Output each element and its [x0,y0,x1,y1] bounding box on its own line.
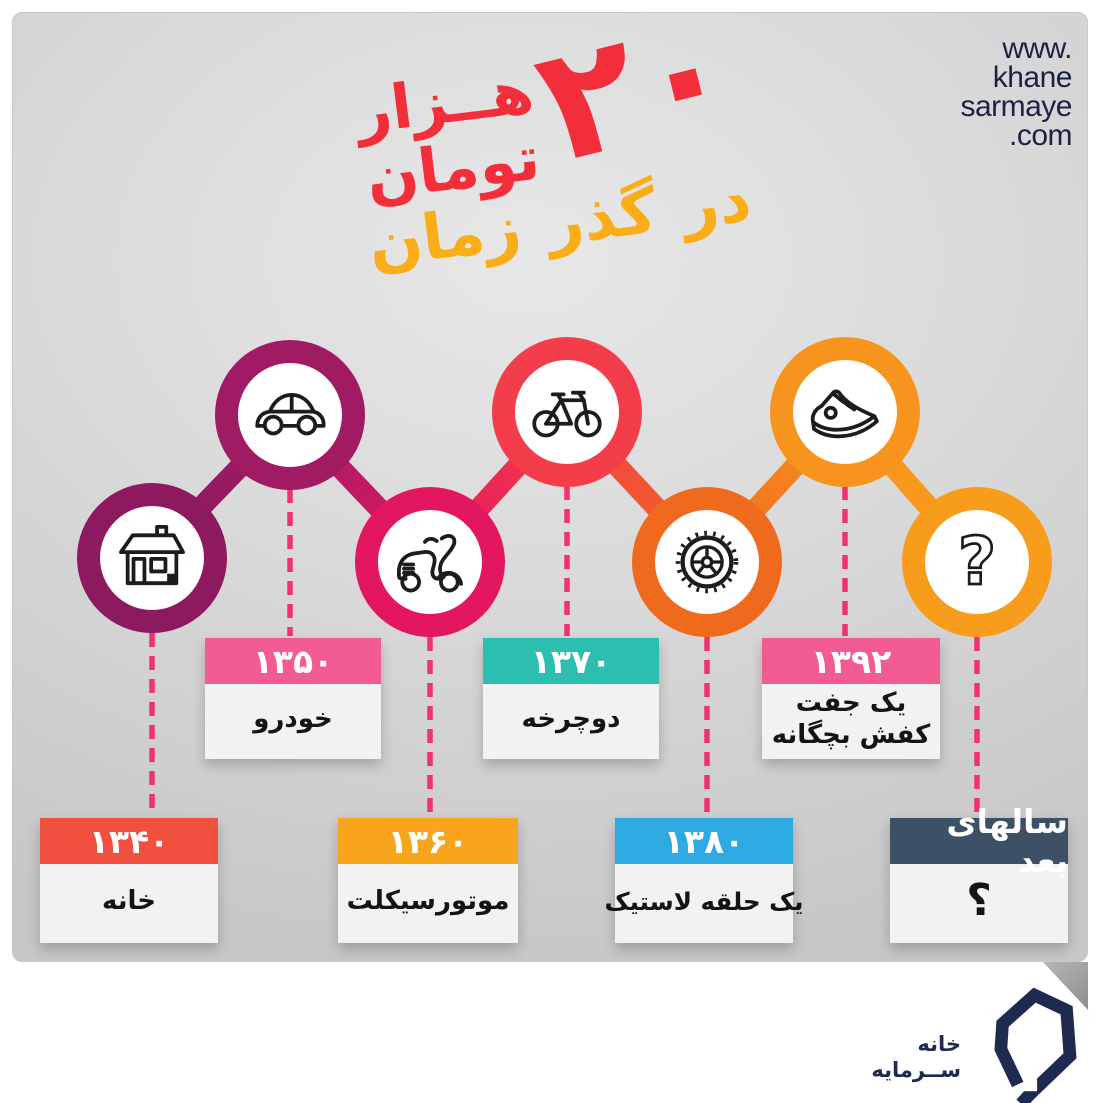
year-card-future: سالهای بعد ؟ [890,802,1068,943]
url-line: khane [992,61,1073,95]
logo-text-line2: ســرمایه [871,1058,961,1082]
year-card-label: موتورسیکلت [338,864,518,943]
node-house [77,483,227,633]
year-badge: سالهای بعد [890,802,1068,880]
year-card-1380: ۱۳۸۰ یک حلقه لاستیک [605,818,803,943]
house-icon [119,525,185,586]
year-card-label: ؟ [890,864,1068,943]
year-card-1360: ۱۳۶۰ موتورسیکلت [338,818,518,943]
year-card-1350: ۱۳۵۰ خودرو [205,638,381,759]
node-car [215,340,365,490]
year-card-label: دوچرخه [483,684,659,759]
year-badge: ۱۳۴۰ [40,818,218,864]
logo-text-line1: خانه [917,1031,961,1056]
node-tire [632,487,782,637]
year-card-1392: ۱۳۹۲ یک جفت کفش بچگانه [762,638,940,759]
scooter-icon [397,534,463,593]
khane-sarmaye-logo: خانه ســرمایه [848,987,1083,1103]
node-bicycle [492,337,642,487]
year-card-label: یک جفت کفش بچگانه [762,684,940,759]
url-line: .com [1008,119,1073,153]
year-badge: ۱۳۵۰ [205,638,381,684]
year-card-label: خودرو [205,684,381,759]
tire-icon [675,530,739,594]
question-glyph: ? [958,524,996,600]
question-icon: ? [957,522,998,601]
year-card-1340: ۱۳۴۰ خانه [40,818,218,943]
year-badge: ۱۳۹۲ [762,638,940,684]
year-badge: ۱۳۷۰ [483,638,659,684]
url-line: www. [1002,32,1072,65]
logo-house-icon [994,987,1077,1103]
year-card-label: خانه [40,864,218,943]
year-card-label: یک حلقه لاستیک [605,864,803,943]
car-icon [255,392,326,436]
node-question: ? [902,487,1052,637]
title-number: ۲۰ [519,0,752,200]
bicycle-icon [532,390,602,438]
node-scooter [355,487,505,637]
website-url: www. khane sarmaye .com [960,32,1073,153]
year-card-1370: ۱۳۷۰ دوچرخه [483,638,659,759]
shoe-icon [810,389,879,439]
node-shoe [770,337,920,487]
year-badge: ۱۳۶۰ [338,818,518,864]
url-line: sarmaye [960,90,1072,124]
year-badge: ۱۳۸۰ [615,818,793,864]
